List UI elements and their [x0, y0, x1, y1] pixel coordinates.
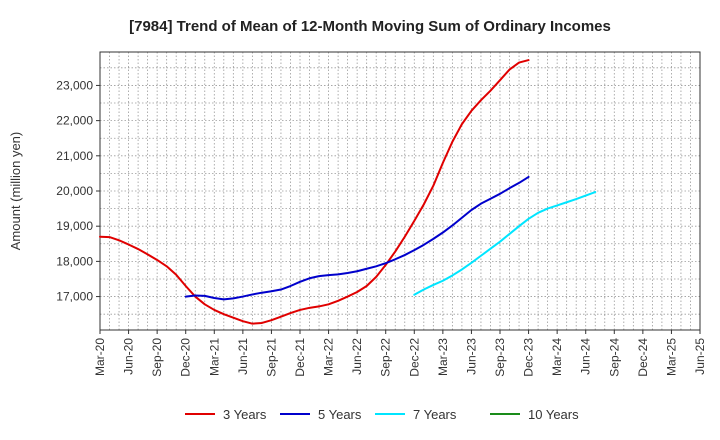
x-tick-label: Mar-23: [436, 338, 450, 376]
x-tick-label: Dec-21: [293, 338, 307, 377]
x-tick-label: Dec-24: [636, 338, 650, 377]
x-tick-label: Jun-22: [350, 338, 364, 375]
legend-item-5-years[interactable]: 5 Years: [280, 407, 362, 422]
x-tick-label: Jun-23: [464, 338, 478, 375]
x-tick-label: Dec-23: [522, 338, 536, 377]
y-tick-label: 19,000: [56, 219, 93, 233]
grid: [100, 52, 700, 330]
x-tick-label: Sep-21: [264, 338, 278, 377]
x-tick-label: Jun-25: [693, 338, 707, 375]
chart-title: [7984] Trend of Mean of 12-Month Moving …: [129, 18, 611, 35]
y-axis-label: Amount (million yen): [8, 132, 23, 251]
series-line-3-years: [99, 59, 530, 325]
legend-item-3-years[interactable]: 3 Years: [185, 407, 267, 422]
x-tick-label: Sep-20: [150, 338, 164, 377]
series-lines: [99, 59, 597, 325]
legend-label: 3 Years: [223, 407, 267, 422]
y-tick-label: 17,000: [56, 290, 93, 304]
legend-item-7-years[interactable]: 7 Years: [375, 407, 457, 422]
x-tick-label: Jun-20: [122, 338, 136, 375]
x-tick-label: Mar-22: [322, 338, 336, 376]
y-tick-label: 22,000: [56, 114, 93, 128]
y-tick-label: 21,000: [56, 149, 93, 163]
x-tick-label: Sep-23: [493, 338, 507, 377]
y-tick-label: 18,000: [56, 254, 93, 268]
legend[interactable]: 3 Years 5 Years 7 Years 10 Years: [185, 407, 579, 422]
x-tick-label: Jun-24: [579, 338, 593, 375]
x-tick-label: Dec-20: [179, 338, 193, 377]
series-line-7-years: [413, 191, 597, 296]
y-tick-label: 23,000: [56, 78, 93, 92]
legend-label: 5 Years: [318, 407, 362, 422]
x-axis-ticks: Mar-20 Jun-20 Sep-20 Dec-20 Mar-21 Jun-21 Sep-…: [93, 330, 707, 377]
x-tick-label: Mar-24: [550, 338, 564, 376]
y-tick-label: 20,000: [56, 184, 93, 198]
x-tick-label: Mar-25: [664, 338, 678, 376]
legend-label: 7 Years: [413, 407, 457, 422]
legend-item-10-years[interactable]: 10 Years: [490, 407, 579, 422]
x-tick-label: Mar-21: [207, 338, 221, 376]
legend-label: 10 Years: [528, 407, 579, 422]
x-tick-label: Sep-24: [607, 338, 621, 377]
x-tick-label: Mar-20: [93, 338, 107, 376]
x-tick-label: Sep-22: [379, 338, 393, 377]
series-line-5-years: [184, 175, 530, 301]
x-tick-label: Dec-22: [407, 338, 421, 377]
y-axis-ticks: 17,000 18,000 19,000 20,000 21,000 22,000 23,0…: [56, 78, 100, 304]
plot-area: [99, 51, 701, 331]
x-tick-label: Jun-21: [236, 338, 250, 375]
